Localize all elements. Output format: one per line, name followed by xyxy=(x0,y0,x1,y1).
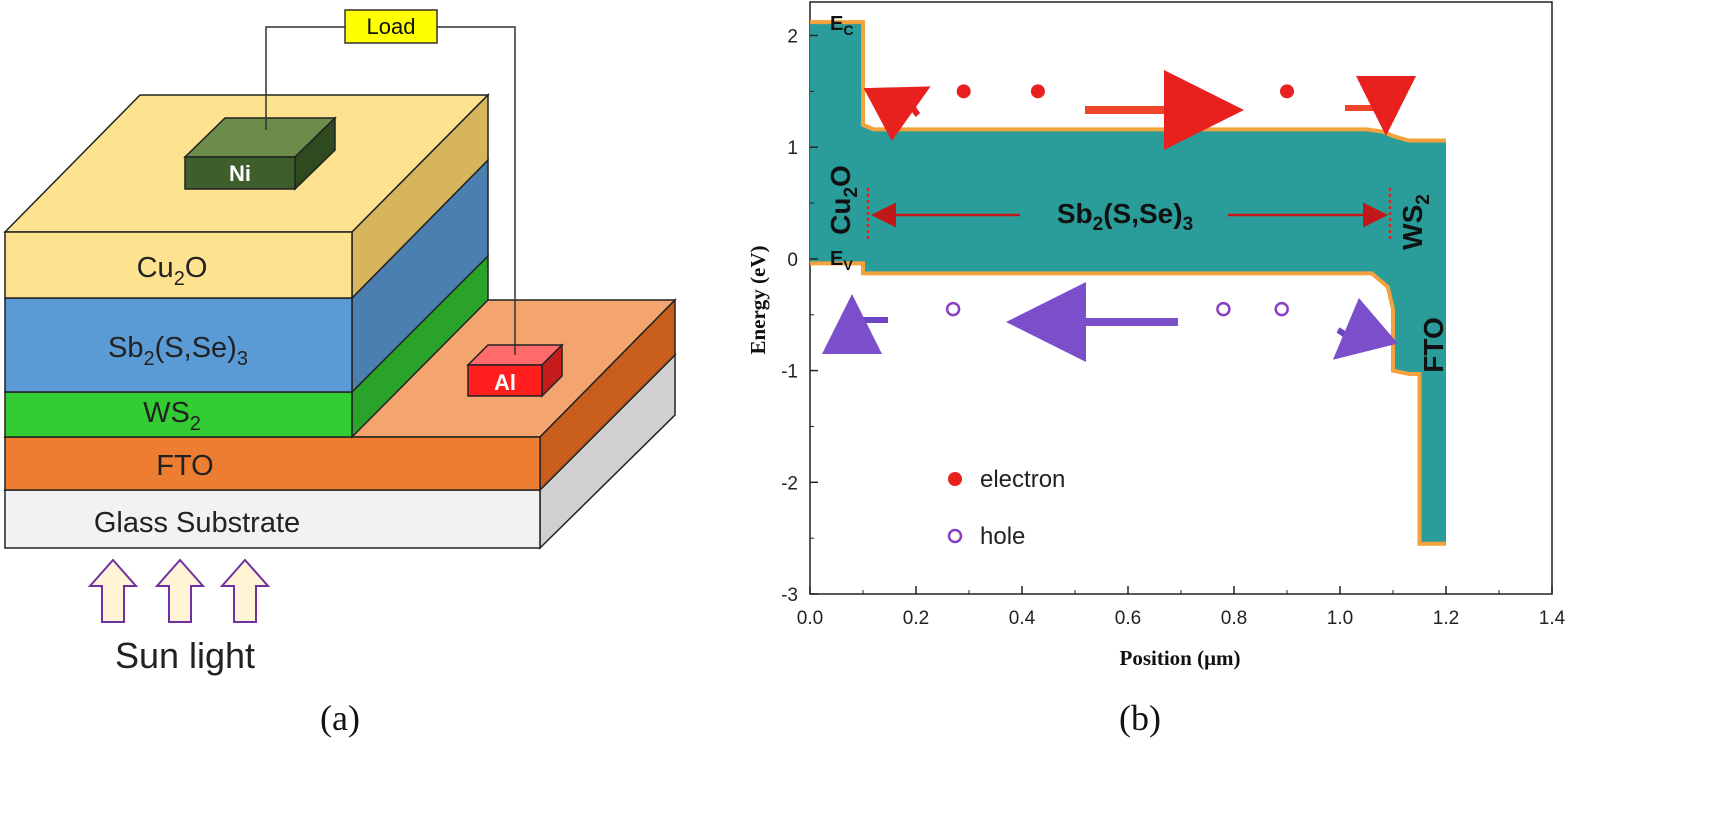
y-tick-label: 2 xyxy=(787,27,798,48)
layer-label-fto: FTO xyxy=(156,450,213,482)
y-tick-label: -3 xyxy=(781,585,798,606)
ec-label: EC xyxy=(830,13,853,38)
x-tick-label: 1.0 xyxy=(1327,608,1353,629)
ec-line xyxy=(810,20,1446,143)
sun-arrow-icon xyxy=(219,558,271,623)
x-tick-label: 0.6 xyxy=(1115,608,1141,629)
legend-electron-marker xyxy=(948,472,962,486)
glass-front-face xyxy=(4,489,541,549)
sunlight-arrows xyxy=(87,558,271,623)
legend: electron hole xyxy=(947,466,1065,550)
sun-arrow-icon xyxy=(154,558,206,623)
load-box xyxy=(344,9,438,44)
electron-marker xyxy=(956,84,971,99)
layer-label-cu2o: Cu2O xyxy=(137,252,208,290)
ni-contact-front xyxy=(184,156,296,190)
y-tick-label: 1 xyxy=(787,138,798,159)
y-axis-label: Energy (eV) xyxy=(746,245,770,354)
ev-label: EV xyxy=(830,248,853,273)
hole-marker xyxy=(1274,301,1289,317)
y-tick-label: -2 xyxy=(781,473,798,494)
region-label-cu2o: Cu2O xyxy=(825,165,862,235)
caption-b: (b) xyxy=(1119,698,1161,738)
x-ticks: 0.0 0.2 0.4 0.6 0.8 1.0 1.2 1.4 xyxy=(797,586,1566,629)
carrier-markers xyxy=(945,84,1294,317)
legend-hole-marker xyxy=(947,528,963,544)
wire-ni xyxy=(265,26,345,130)
region-label-fto: FTO xyxy=(1418,317,1449,372)
layer-label-sbsse: Sb2(S,Se)3 xyxy=(108,332,248,370)
ni-label: Ni xyxy=(229,161,251,186)
region-label-sbsse: Sb2(S,Se)3 xyxy=(1057,198,1193,235)
x-tick-label: 0.2 xyxy=(903,608,929,629)
ws2-front-face xyxy=(4,391,353,438)
legend-hole-label: hole xyxy=(980,523,1025,550)
al-label: Al xyxy=(494,370,516,395)
caption-a: (a) xyxy=(320,698,360,738)
device-schematic xyxy=(3,9,677,623)
x-tick-label: 0.4 xyxy=(1009,608,1036,629)
y-tick-label: 0 xyxy=(787,250,798,271)
y-ticks: -3 -2 -1 0 1 2 xyxy=(781,27,818,606)
band-diagram-chart: 0.0 0.2 0.4 0.6 0.8 1.0 1.2 1.4 -3 -2 -1 0 1 2 EC EV… xyxy=(746,1,1566,670)
al-contact-front xyxy=(467,364,543,397)
legend-electron-label: electron xyxy=(980,466,1065,493)
wire-al xyxy=(437,26,516,355)
x-tick-label: 1.2 xyxy=(1433,608,1459,629)
hole-marker xyxy=(945,301,961,317)
x-tick-label: 0.0 xyxy=(797,608,823,629)
electron-marker xyxy=(1030,84,1045,99)
hole-marker xyxy=(1216,301,1231,317)
ev-line xyxy=(810,261,1446,546)
sun-light-label: Sun light xyxy=(115,635,255,676)
electron-marker xyxy=(1280,84,1294,99)
sbsse-front-face xyxy=(4,297,353,393)
electron-reflect-arrow-left xyxy=(863,86,931,142)
fto-front-face xyxy=(4,436,541,491)
hole-step-arrow-left xyxy=(822,294,888,354)
sun-arrow-icon xyxy=(87,558,139,623)
x-tick-label: 1.4 xyxy=(1539,608,1566,629)
electron-step-arrow-right xyxy=(1345,76,1416,136)
band-fill-area xyxy=(810,22,1446,544)
hole-reflect-arrow-right xyxy=(1332,297,1398,360)
y-tick-label: -1 xyxy=(781,362,798,383)
layer-label-ws2: WS2 xyxy=(143,397,201,435)
layer-label-glass: Glass Substrate xyxy=(94,507,300,539)
load-label: Load xyxy=(367,14,416,39)
cu2o-front-face xyxy=(4,231,353,299)
region-label-ws2: WS2 xyxy=(1397,194,1434,250)
x-axis-label: Position (μm) xyxy=(1120,646,1241,670)
x-tick-label: 0.8 xyxy=(1221,608,1247,629)
